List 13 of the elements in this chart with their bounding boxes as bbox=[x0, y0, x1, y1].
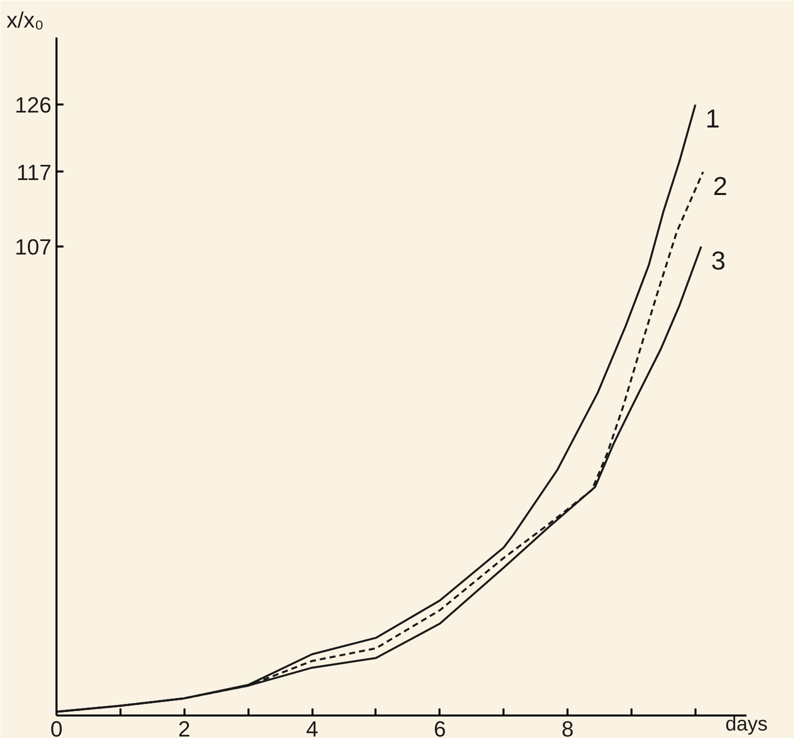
x-tick-label: 0 bbox=[50, 716, 63, 738]
x-tick-label: 4 bbox=[306, 716, 318, 738]
x-tick-label: 2 bbox=[178, 716, 190, 738]
series-label: 1 bbox=[705, 104, 720, 134]
series-label: 3 bbox=[711, 246, 726, 276]
x-tick-label: 6 bbox=[434, 716, 446, 738]
x-axis-title: days bbox=[725, 714, 768, 736]
y-tick-label: 117 bbox=[16, 160, 52, 185]
series-label: 2 bbox=[713, 170, 728, 201]
y-tick-label: 126 bbox=[14, 92, 52, 118]
x-tick-label: 8 bbox=[561, 716, 574, 738]
y-axis-title: x/x₀ bbox=[6, 8, 44, 32]
y-tick-label: 107 bbox=[14, 234, 52, 260]
